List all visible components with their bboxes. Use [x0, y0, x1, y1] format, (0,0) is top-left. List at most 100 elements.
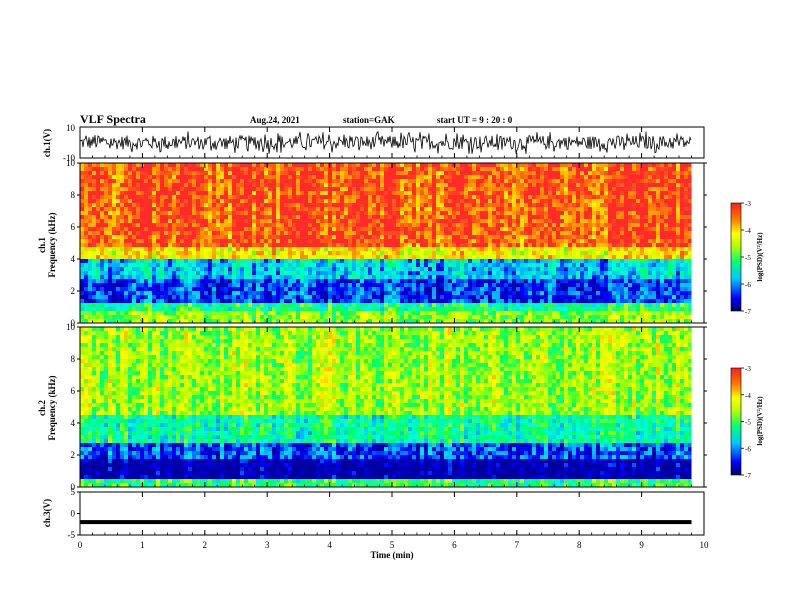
spectrogram-cell — [276, 219, 280, 223]
spectrogram-cell — [400, 187, 404, 191]
spectrogram-cell — [340, 247, 344, 251]
spectrogram-cell — [208, 287, 212, 291]
spectrogram-cell — [544, 195, 548, 199]
spectrogram-cell — [464, 203, 468, 207]
spectrogram-cell — [332, 247, 336, 251]
spectrogram-cell — [356, 211, 360, 215]
spectrogram-cell — [264, 255, 268, 259]
spectrogram-cell — [112, 303, 116, 307]
spectrogram-cell — [332, 207, 336, 211]
spectrogram-cell — [96, 179, 100, 183]
spectrogram-cell — [128, 279, 132, 283]
spectrogram-cell — [84, 203, 88, 207]
spectrogram-cell — [432, 211, 436, 215]
spectrogram-cell — [144, 235, 148, 239]
spectrogram-cell — [264, 211, 268, 215]
spectrogram-cell — [264, 295, 268, 299]
spectrogram-cell — [184, 291, 188, 295]
spectrogram-cell — [296, 171, 300, 175]
date-label: Aug.24, 2021 — [250, 115, 300, 125]
spectrogram-cell — [236, 215, 240, 219]
spectrogram-cell — [340, 287, 344, 291]
spectrogram-cell — [564, 267, 568, 271]
spectrogram-cell — [396, 271, 400, 275]
spectrogram-cell — [300, 267, 304, 271]
spectrogram-cell — [464, 259, 468, 263]
spectrogram-cell — [292, 263, 296, 267]
spectrogram-cell — [472, 279, 476, 283]
spectrogram-cell — [520, 303, 524, 307]
spectrogram-cell — [564, 271, 568, 275]
spectrogram-cell — [568, 179, 572, 183]
spectrogram-cell — [308, 219, 312, 223]
spectrogram-cell — [280, 235, 284, 239]
spectrogram-cell — [532, 263, 536, 267]
spectrogram-cell — [152, 179, 156, 183]
spectrogram-cell — [508, 259, 512, 263]
spectrogram-cell — [272, 247, 276, 251]
spectrogram-cell — [544, 315, 548, 319]
spectrogram-cell — [128, 283, 132, 287]
spectrogram-cell — [560, 283, 564, 287]
spectrogram-cell — [564, 183, 568, 187]
spectrogram-cell — [524, 167, 528, 171]
spectrogram-cell — [264, 179, 268, 183]
spectrogram-cell — [372, 295, 376, 299]
spectrogram-cell — [380, 259, 384, 263]
spectrogram-cell — [548, 307, 552, 311]
spectrogram-cell — [188, 215, 192, 219]
spectrogram-cell — [152, 271, 156, 275]
spectrogram-cell — [304, 187, 308, 191]
spectrogram-cell — [248, 199, 252, 203]
spectrogram-cell — [544, 179, 548, 183]
spectrogram-cell — [120, 183, 124, 187]
spectrogram-cell — [392, 251, 396, 255]
spectrogram-cell — [84, 179, 88, 183]
spectrogram-cell — [300, 295, 304, 299]
spectrogram-cell — [480, 171, 484, 175]
spectrogram-cell — [380, 295, 384, 299]
spectrogram-cell — [552, 315, 556, 319]
spectrogram-cell — [408, 163, 412, 167]
spectrogram-cell — [352, 235, 356, 239]
spectrogram-cell — [300, 283, 304, 287]
spectrogram-cell — [232, 231, 236, 235]
spectrogram-cell — [192, 207, 196, 211]
spectrogram-cell — [568, 291, 572, 295]
spectrogram-cell — [576, 231, 580, 235]
spectrogram-cell — [540, 215, 544, 219]
spectrogram-cell — [100, 255, 104, 259]
spectrogram-cell — [84, 243, 88, 247]
spectrogram-cell — [516, 275, 520, 279]
spectrogram-cell — [216, 243, 220, 247]
spectrogram-cell — [160, 283, 164, 287]
spectrogram-cell — [196, 311, 200, 315]
spectrogram-cell — [268, 227, 272, 231]
spectrogram-cell — [264, 275, 268, 279]
spectrogram-cell — [268, 219, 272, 223]
spectrogram-cell — [88, 243, 92, 247]
spectrogram-cell — [496, 227, 500, 231]
spectrogram-cell — [144, 203, 148, 207]
spectrogram-cell — [516, 231, 520, 235]
spectrogram-cell — [492, 239, 496, 243]
spectrogram-cell — [560, 315, 564, 319]
spectrogram-cell — [276, 231, 280, 235]
spectrogram-cell — [308, 291, 312, 295]
spectrogram-cell — [416, 291, 420, 295]
spectrogram-cell — [452, 203, 456, 207]
spectrogram-cell — [544, 283, 548, 287]
spectrogram-cell — [464, 195, 468, 199]
spectrogram-cell — [432, 279, 436, 283]
spectrogram-cell — [116, 171, 120, 175]
spectrogram-cell — [384, 263, 388, 267]
spectrogram-cell — [504, 303, 508, 307]
spectrogram-cell — [400, 287, 404, 291]
spectrogram-cell — [564, 227, 568, 231]
spectrogram-cell — [100, 247, 104, 251]
spectrogram-cell — [328, 263, 332, 267]
spectrogram-cell — [392, 287, 396, 291]
spectrogram-cell — [508, 235, 512, 239]
spectrogram-cell — [436, 243, 440, 247]
spectrogram-cell — [352, 183, 356, 187]
